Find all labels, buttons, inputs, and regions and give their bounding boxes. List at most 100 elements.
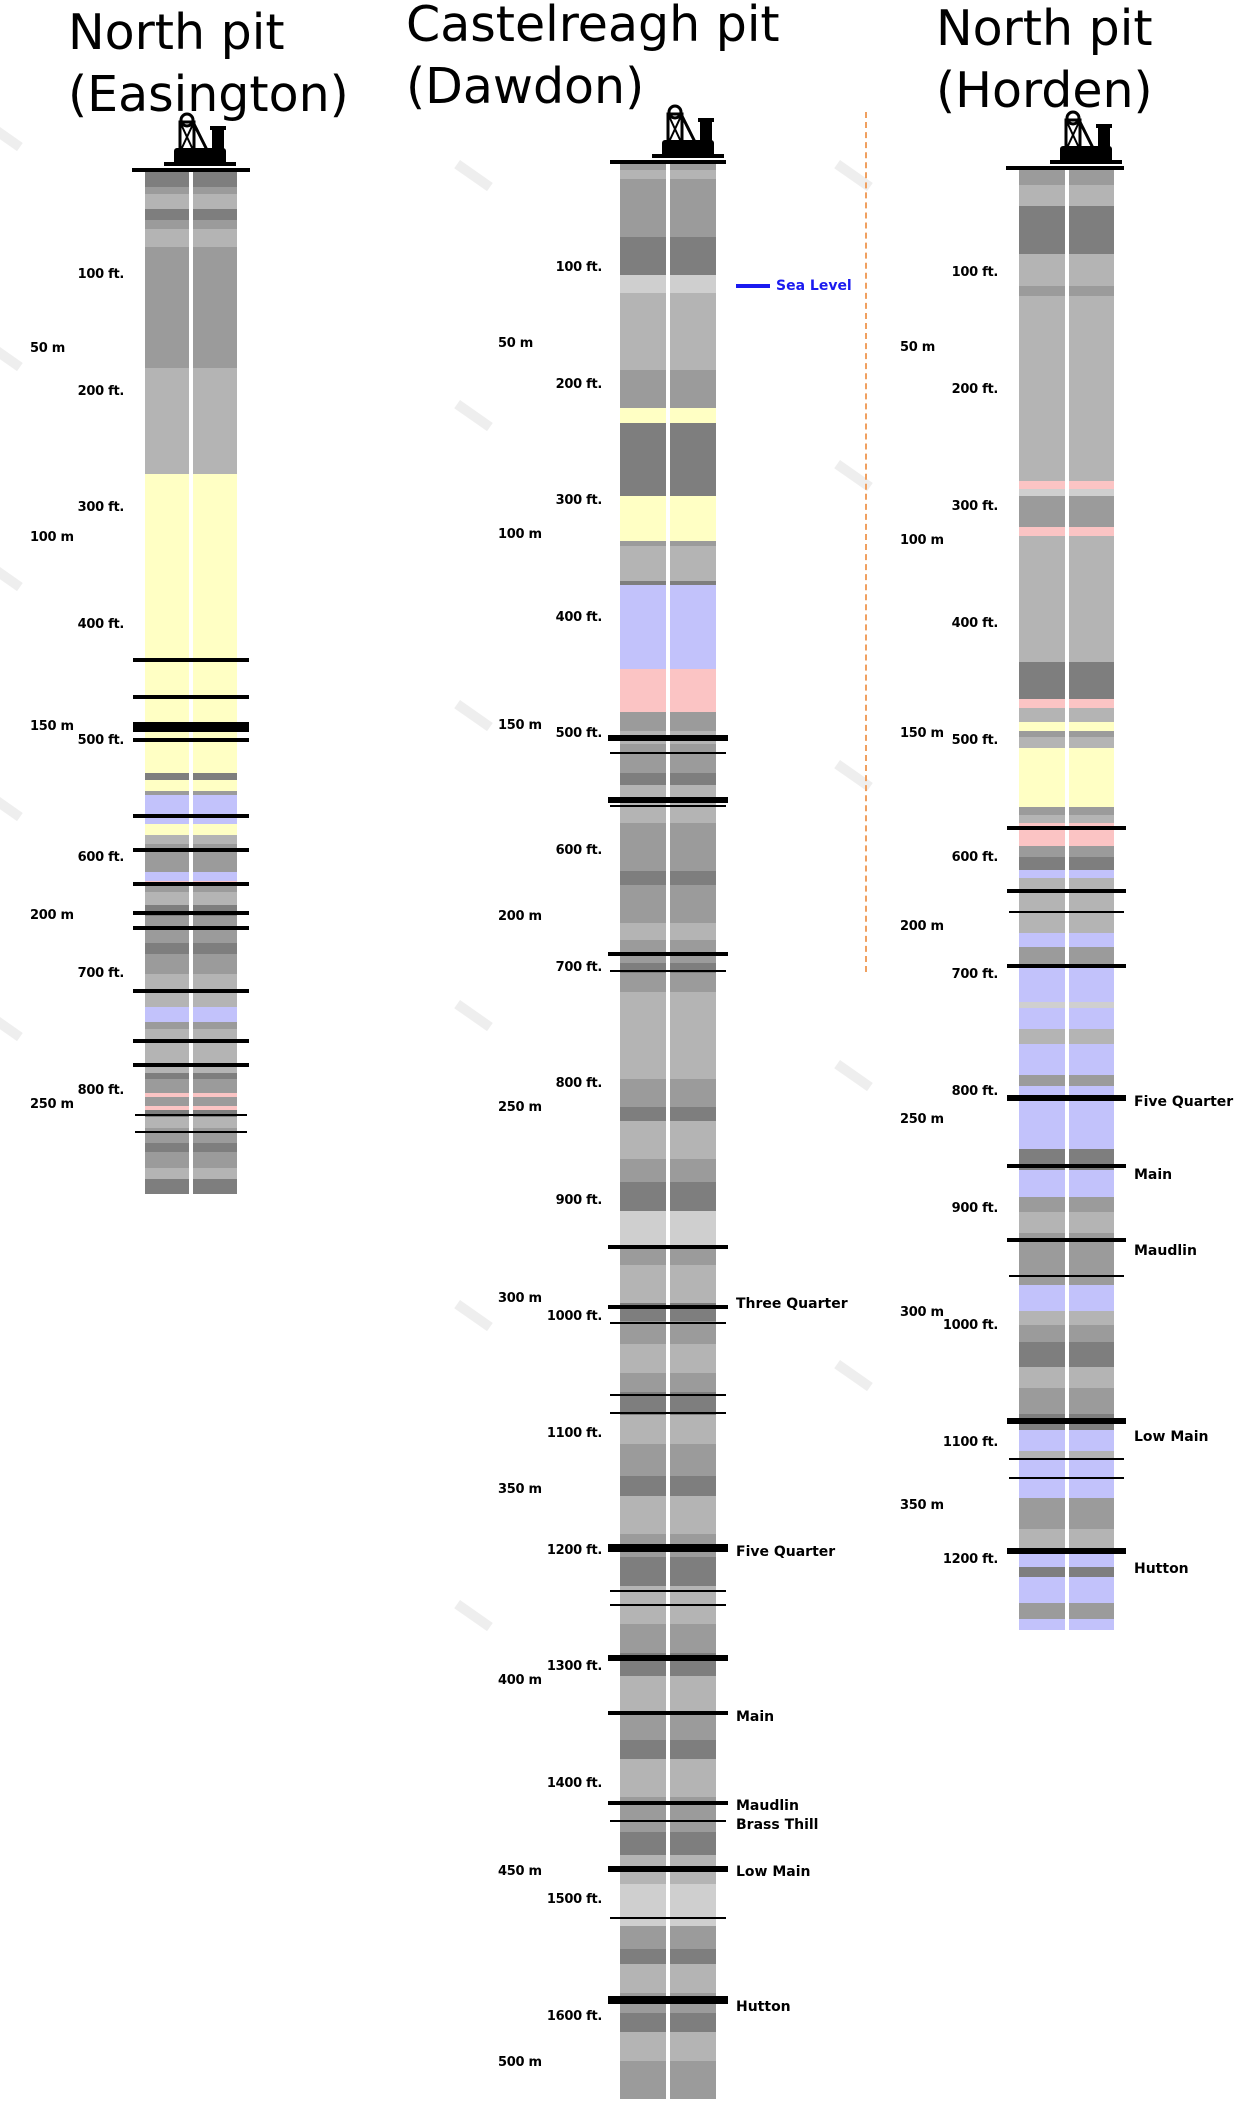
seam-line [1009,911,1124,913]
depth-tick-metres: 300 m [498,1291,542,1306]
depth-tick-metres: 50 m [498,336,533,351]
depth-tick-metres: 150 m [30,719,74,734]
seam-line [133,1039,249,1043]
ground-level [132,168,250,172]
depth-tick-feet: 700 ft. [77,966,125,981]
seam-line [608,1711,728,1715]
seam-line [608,1305,728,1309]
sea-level-marker: Sea Level [736,278,886,298]
depth-tick-feet: 1600 ft. [546,2009,602,2024]
depth-tick-feet: 700 ft. [555,959,603,975]
depth-tick-metres: 450 m [498,1864,542,1879]
dashed-guide [865,112,867,972]
depth-tick-metres: 250 m [30,1097,74,1112]
depth-tick-feet: 1300 ft. [546,1659,602,1675]
depth-tick-metres: 350 m [900,1498,944,1513]
seam-line [608,1996,728,2004]
colliery-name: (Easington) [68,66,349,123]
shaft-gap [1064,170,1069,1630]
depth-tick-metres: 300 m [900,1305,944,1320]
seam-label: Hutton [736,1999,791,2015]
seam-line [133,848,249,852]
pit-title: North pit (Horden) [936,0,1153,122]
seam-label: Maudlin [1134,1243,1197,1259]
depth-tick-metres: 200 m [30,908,74,923]
seam-label: Low Main [736,1864,811,1880]
seam-label: Maudlin [736,1798,799,1814]
depth-tick-feet: 300 ft. [77,500,125,515]
sea-level-label: Sea Level [776,278,852,294]
depth-tick-feet: 800 ft. [555,1076,603,1092]
depth-tick-feet: 800 ft. [77,1082,125,1098]
depth-tick-feet: 200 ft. [77,383,125,399]
seam-line [1007,1164,1126,1168]
strata-column [133,172,249,1195]
seam-label: Five Quarter [1134,1094,1234,1110]
depth-tick-feet: 500 ft. [77,733,125,748]
depth-tick-feet: 100 ft. [77,267,125,282]
depth-tick-feet: 1000 ft. [942,1318,998,1333]
seam-line [1007,1418,1126,1424]
seam-line [135,1131,247,1133]
depth-tick-feet: 1500 ft. [546,1892,602,1908]
pit-title: Castelreagh pit (Dawdon) [406,0,780,118]
strata-column [1007,170,1126,1631]
depth-tick-metres: 500 m [498,2055,542,2070]
depth-tick-metres: 400 m [498,1673,542,1688]
pit-name: North pit [68,4,285,61]
depth-tick-feet: 600 ft. [77,849,125,865]
seam-line [133,926,249,930]
pit-column-easington: North pit (Easington) 100 ft. 200 ft. 300 … [0,0,349,2103]
seam-line [133,911,249,915]
seam-line [1007,826,1126,830]
seam-label: Three Quarter [736,1296,848,1312]
headframe-icon [652,104,724,158]
depth-tick-metres: 200 m [900,919,944,934]
seam-line [610,1322,726,1324]
seam-line [610,970,726,972]
seam-line [1007,964,1126,968]
depth-tick-feet: 500 ft. [951,733,999,748]
depth-tick-metres: 100 m [30,530,74,545]
headframe-icon [164,112,236,166]
seam-line [1007,1095,1126,1101]
depth-tick-metres: 200 m [498,909,542,924]
seam-line [608,1245,728,1249]
seam-label: Low Main [1134,1429,1209,1445]
depth-tick-feet: 1100 ft. [942,1435,998,1450]
depth-tick-feet: 1200 ft. [942,1552,998,1567]
seam-line [133,1063,249,1067]
pit-column-horden: North pit (Horden) 100 ft. 200 ft. 300 ft.… [880,0,1253,2103]
seam-line [608,1544,728,1552]
shaft-gap [189,172,193,1194]
seam-line [610,1412,726,1414]
depth-tick-feet: 300 ft. [951,499,999,514]
seam-line [610,1604,726,1606]
seam-label: Brass Thill [736,1817,819,1833]
depth-tick-feet: 200 ft. [555,376,603,392]
seam-line [608,952,728,956]
seam-line [133,882,249,886]
seam-line [133,989,249,993]
depth-tick-feet: 100 ft. [951,265,999,280]
depth-tick-metres: 150 m [900,726,944,741]
depth-tick-feet: 400 ft. [77,616,125,632]
seam-line [608,1655,728,1661]
seam-line [1007,1548,1126,1554]
depth-tick-feet: 1400 ft. [546,1775,602,1791]
seam-label: Main [736,1709,775,1725]
depth-tick-metres: 250 m [900,1112,944,1127]
pit-column-dawdon: Castelreagh pit (Dawdon) Sea Level 100 f… [320,0,880,2103]
depth-tick-feet: 200 ft. [951,382,999,397]
seam-line [610,1394,726,1396]
sea-level-line [736,284,770,288]
depth-tick-metres: 150 m [498,718,542,733]
depth-tick-feet: 700 ft. [951,967,999,982]
pit-name: North pit [936,0,1153,57]
seam-line [133,738,249,742]
depth-tick-feet: 100 ft. [555,260,603,275]
seam-line [608,735,728,741]
depth-tick-metres: 50 m [30,341,65,356]
depth-tick-feet: 1200 ft. [546,1542,602,1558]
seam-line [610,1820,726,1822]
